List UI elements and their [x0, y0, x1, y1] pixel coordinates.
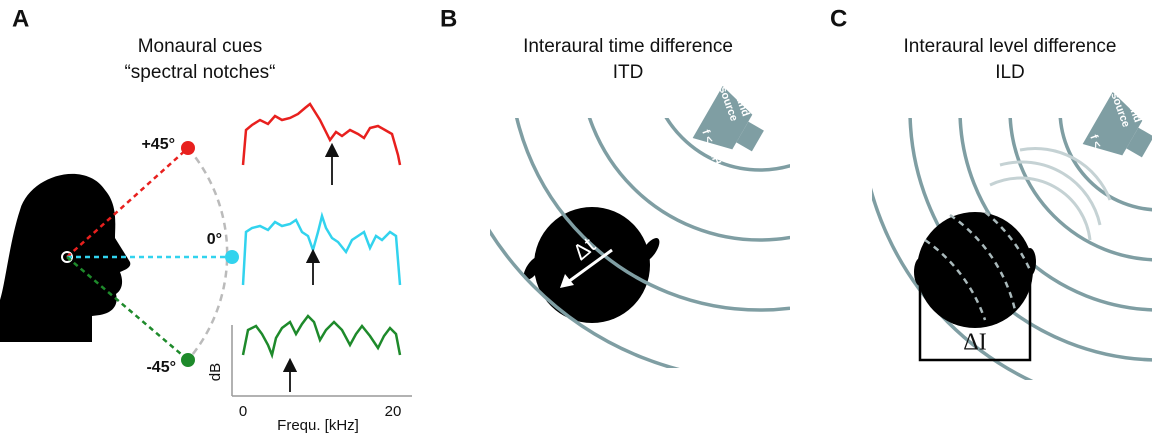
figure: A Monaural cues “spectral notches“ +45° …: [0, 0, 1152, 435]
y-axis-label: dB: [207, 363, 224, 381]
cue-label: ΔI: [963, 330, 986, 356]
x-tick-label: 0: [239, 403, 247, 420]
source-dot: [181, 353, 195, 367]
reflection: [1000, 162, 1100, 225]
spectrum: [243, 104, 400, 165]
panel-letter: A: [12, 5, 29, 32]
angle-label: -45°: [146, 359, 176, 376]
head-silhouette: [0, 174, 130, 342]
angle-label: +45°: [141, 136, 175, 153]
spectrum: [243, 216, 400, 285]
panel-a: A Monaural cues “spectral notches“ +45° …: [0, 5, 412, 434]
panel-title: ILD: [995, 62, 1025, 83]
source-dot: [225, 250, 239, 264]
angle-label: 0°: [207, 231, 222, 248]
panel-title: Interaural time difference: [523, 36, 733, 57]
arc: [188, 148, 227, 360]
panel-letter: C: [830, 5, 847, 32]
panel-title: “spectral notches“: [124, 62, 275, 83]
panel-title: Monaural cues: [138, 36, 263, 57]
head: [917, 212, 1033, 328]
panel-c: C Interaural level difference ILD Sound …: [830, 0, 1152, 410]
panel-title: ITD: [613, 62, 644, 83]
x-tick-label: 20: [385, 403, 402, 420]
x-axis-label: Frequ. [kHz]: [277, 417, 359, 434]
panel-letter: B: [440, 5, 457, 32]
spectrum: [243, 316, 400, 355]
source-dot: [181, 141, 195, 155]
panel-title: Interaural level difference: [904, 36, 1117, 57]
